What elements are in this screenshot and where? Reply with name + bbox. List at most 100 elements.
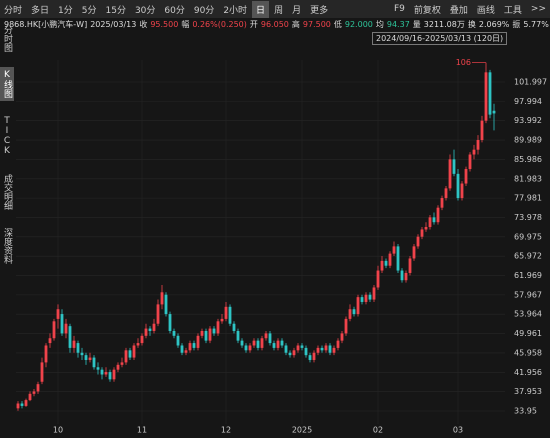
candle-body [224,306,228,319]
candle-body [352,309,356,315]
candle-body [196,335,200,348]
candle-body [340,333,344,341]
candle-body [168,314,172,331]
candle-body [64,323,68,334]
tool-button[interactable]: 工具 [503,5,522,16]
period-button[interactable]: 2小时 [223,5,248,16]
candle-body [232,323,236,331]
candle-body [44,345,48,363]
candle-body [268,333,272,344]
field-value: 95.500 [150,20,179,29]
range-label[interactable]: 2024/09/16-2025/03/13 (120日) [372,32,508,45]
side-tab[interactable]: K线图 [0,67,14,101]
candle-body [304,347,308,356]
date: 2025/03/13 [90,20,137,29]
period-button[interactable]: 周 [274,5,284,16]
candle-body [280,340,284,346]
y-tick-label: 101.997 [514,78,547,87]
candle-body [472,149,476,155]
field-value: 5.77% [523,20,549,29]
candle-body [300,345,304,348]
y-tick-label: 37.953 [514,387,542,396]
candle-body [220,318,224,322]
candle-body [348,309,352,319]
field-label: 开 [249,20,258,29]
tools: F9 前复权 叠加 画线 工具 >> [390,1,550,18]
period-button[interactable]: 分时 [4,5,23,16]
side-tab[interactable]: 成交明细 [2,174,12,210]
period-button[interactable]: 月 [292,5,302,16]
candle-body [456,173,460,199]
y-tick-label: 93.992 [514,116,542,125]
tool-button[interactable]: 画线 [476,5,495,16]
candle-body [164,294,168,315]
side-tab[interactable]: TICK [2,116,12,156]
field-value: 97.500 [302,20,331,29]
candle-body [396,246,400,271]
candle-body [52,321,56,339]
x-tick-label: 10 [53,426,63,435]
period-button[interactable]: 日 [252,0,270,18]
candle-body [200,330,204,336]
candle-body [484,72,488,121]
candle-body [28,393,32,401]
candle-body [84,355,88,360]
candle-body [364,294,368,302]
y-tick-label: 73.978 [514,213,542,222]
candle-body [108,372,112,380]
max-marker-label: 106 [456,58,471,67]
period-button[interactable]: 1分 [58,5,73,16]
candle-body [404,272,408,281]
candle-body [320,347,324,351]
tool-button[interactable]: 叠加 [449,5,468,16]
field-value: 94.37 [386,20,410,29]
period-button[interactable]: 30分 [134,5,156,16]
field-value: 2.069% [478,20,510,29]
field-label: 量 [412,20,421,29]
candle-body [316,347,320,353]
candle-body [332,347,336,353]
candle-body [16,403,20,409]
candle-body [440,198,444,208]
period-button[interactable]: 15分 [105,5,126,16]
period-button[interactable]: 多日 [31,5,50,16]
candle-body [252,340,256,346]
candle-body [448,159,452,189]
tool-button[interactable]: 前复权 [413,5,441,16]
tool-button[interactable]: >> [530,4,546,14]
candle-body [400,270,404,281]
candle-body [272,343,276,348]
candle-body [204,330,208,341]
candle-body [80,352,84,356]
candle-body [152,323,156,331]
candle-body [132,345,136,358]
period-button[interactable]: 90分 [193,5,215,16]
y-tick-label: 49.961 [514,329,542,338]
candle-body [324,345,328,351]
candle-body [96,367,100,370]
candle-body [360,297,364,302]
period-button[interactable]: 更多 [310,5,329,16]
field-label: 高 [291,20,300,29]
period-button[interactable]: 5分 [81,5,97,16]
candle-body [136,343,140,346]
period-button[interactable]: 60分 [164,5,185,16]
candle-body [428,217,432,228]
candle-body [372,287,376,300]
x-tick-label: 02 [373,426,383,435]
candle-body [436,207,440,223]
candle-body [356,297,360,315]
tool-button[interactable]: F9 [393,4,405,14]
candle-body [480,120,484,141]
side-tab[interactable]: 深度资料 [2,228,12,264]
candle-body [212,328,216,334]
candle-body [392,246,396,254]
sidebar: 分时图 K线图 TICK 成交明细深度资料 [0,22,14,267]
candle-body [172,330,176,336]
candle-body [412,246,416,259]
symbol: 9868.HK[小鹏汽车-W] [4,20,88,29]
side-tab[interactable]: 分时图 [2,25,12,52]
candle-body [140,335,144,344]
x-tick-label: 2025 [292,426,312,435]
